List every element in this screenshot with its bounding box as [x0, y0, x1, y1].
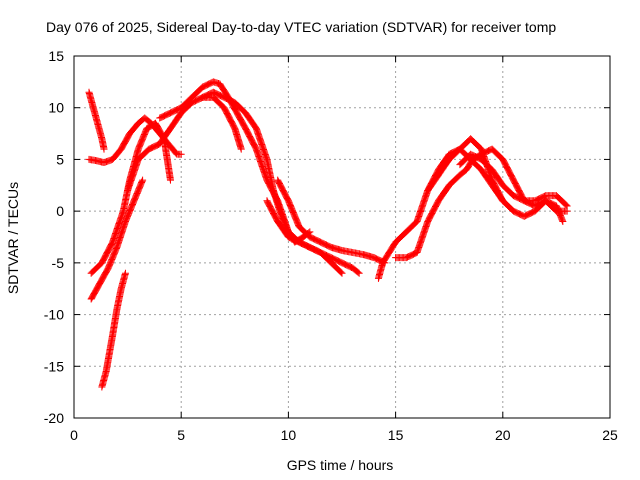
x-tick-label: 25: [602, 427, 618, 443]
x-axis-title: GPS time / hours: [287, 457, 394, 473]
x-tick-label: 15: [388, 427, 404, 443]
x-tick-label: 10: [281, 427, 297, 443]
data-point: [354, 268, 362, 276]
plot-frame: [73, 55, 611, 419]
data-point: [355, 269, 363, 277]
y-tick-label: -10: [44, 307, 64, 323]
series-arc-4: [87, 176, 147, 303]
series-arc-7: [156, 78, 346, 277]
data-point: [139, 176, 147, 184]
series-arc-11: [374, 145, 571, 282]
series-arc-1: [85, 88, 108, 153]
series-arc-3: [98, 269, 129, 391]
data-point: [498, 196, 506, 204]
y-tick-label: -20: [44, 410, 64, 426]
data-point: [138, 177, 146, 185]
data-point: [177, 150, 185, 158]
y-tick-label: 10: [48, 100, 64, 116]
grid-lines: [74, 56, 610, 418]
data-point: [563, 202, 571, 210]
series-arc-10: [263, 197, 363, 277]
data-point: [121, 269, 129, 277]
y-tick-label: -15: [44, 358, 64, 374]
series-arc-12: [392, 145, 567, 262]
data-point: [559, 217, 567, 225]
x-tick-label: 5: [177, 427, 185, 443]
y-tick-label: 0: [56, 203, 64, 219]
data-point: [499, 197, 507, 205]
axes: 0 5 10 15 20 25 -20 -15 -10 -5 0 5 10 15: [44, 48, 618, 443]
x-tick-label: 20: [495, 427, 511, 443]
data-point: [100, 145, 108, 153]
series-arc-13: [424, 135, 507, 205]
y-tick-label: -5: [52, 255, 65, 271]
x-tick-label: 0: [70, 427, 78, 443]
chart-title: Day 076 of 2025, Sidereal Day-to-day VTE…: [46, 19, 556, 35]
data-point: [237, 145, 245, 153]
data-point: [166, 176, 174, 184]
series-arc-5: [87, 119, 174, 277]
y-axis-title: SDTVAR / TECUs: [5, 182, 21, 294]
series-arc-9: [274, 176, 389, 267]
data-point: [337, 268, 345, 276]
data-point: [562, 201, 570, 209]
y-tick-label: 15: [48, 48, 64, 64]
y-tick-label: 5: [56, 151, 64, 167]
data-point: [338, 269, 346, 277]
data-points: [85, 78, 571, 391]
series-arc-14: [456, 150, 571, 210]
